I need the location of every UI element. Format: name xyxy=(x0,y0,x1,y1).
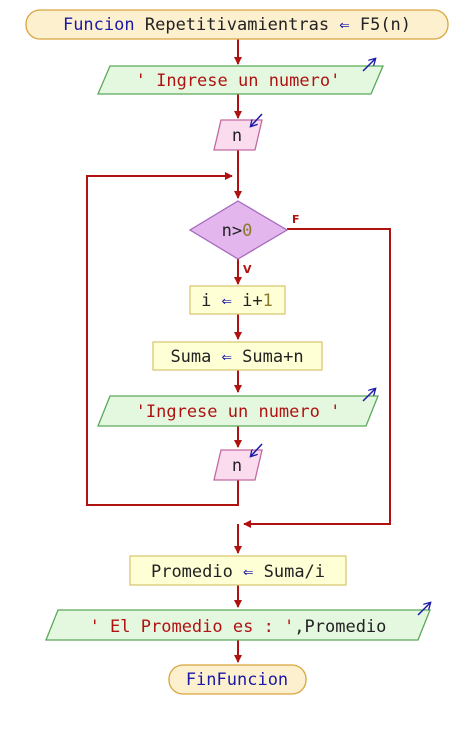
input1-text: n xyxy=(232,126,242,146)
output1-block: ' Ingrese un numero' xyxy=(97,59,384,95)
output-arrow-icon xyxy=(417,603,430,616)
output3-text: ' El Promedio es : ',Promedio xyxy=(90,617,387,637)
output3-block: ' El Promedio es : ',Promedio xyxy=(45,603,430,641)
output2-text: 'Ingrese un numero ' xyxy=(136,402,341,422)
output-arrow-icon xyxy=(362,389,375,402)
assign3-block: Promedio ⇐ Suma/i xyxy=(129,555,347,586)
input-arrow-icon xyxy=(251,443,263,456)
condition-text: n>0 xyxy=(222,221,253,241)
assign2-block: Suma ⇐ Suma+n xyxy=(152,341,323,371)
false-label: F xyxy=(292,213,300,226)
input-arrow-icon xyxy=(251,113,263,126)
start-terminal: Funcion Repetitivamientras ⇐ F5(n) xyxy=(25,9,449,40)
condition-diamond: n>0 F V xyxy=(188,200,300,276)
input2-block: n xyxy=(213,443,263,481)
assign1-block: i ⇐ i+1 xyxy=(189,285,286,315)
input1-block: n xyxy=(213,113,263,151)
assign3-text: Promedio ⇐ Suma/i xyxy=(151,562,325,582)
input2-text: n xyxy=(232,456,242,476)
end-text: FinFuncion xyxy=(186,670,288,690)
arrow-loop-return xyxy=(86,172,239,506)
true-label: V xyxy=(243,263,252,276)
assign1-text: i ⇐ i+1 xyxy=(201,291,273,311)
arrow-condition-false xyxy=(243,228,391,528)
output1-text: ' Ingrese un numero' xyxy=(136,71,341,91)
assign2-text: Suma ⇐ Suma+n xyxy=(170,347,303,367)
end-terminal: FinFuncion xyxy=(168,664,307,695)
output-arrow-icon xyxy=(362,59,375,72)
start-text: Funcion Repetitivamientras ⇐ F5(n) xyxy=(63,15,411,35)
connectors xyxy=(86,38,391,663)
output2-block: 'Ingrese un numero ' xyxy=(97,389,379,427)
